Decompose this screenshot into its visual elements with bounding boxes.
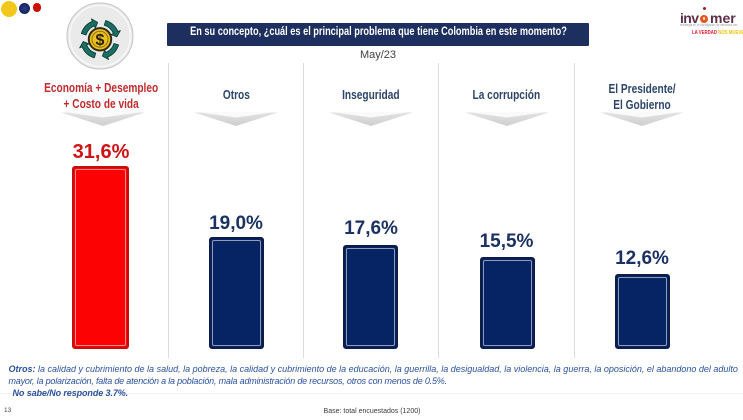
svg-text:$: $	[96, 32, 105, 49]
